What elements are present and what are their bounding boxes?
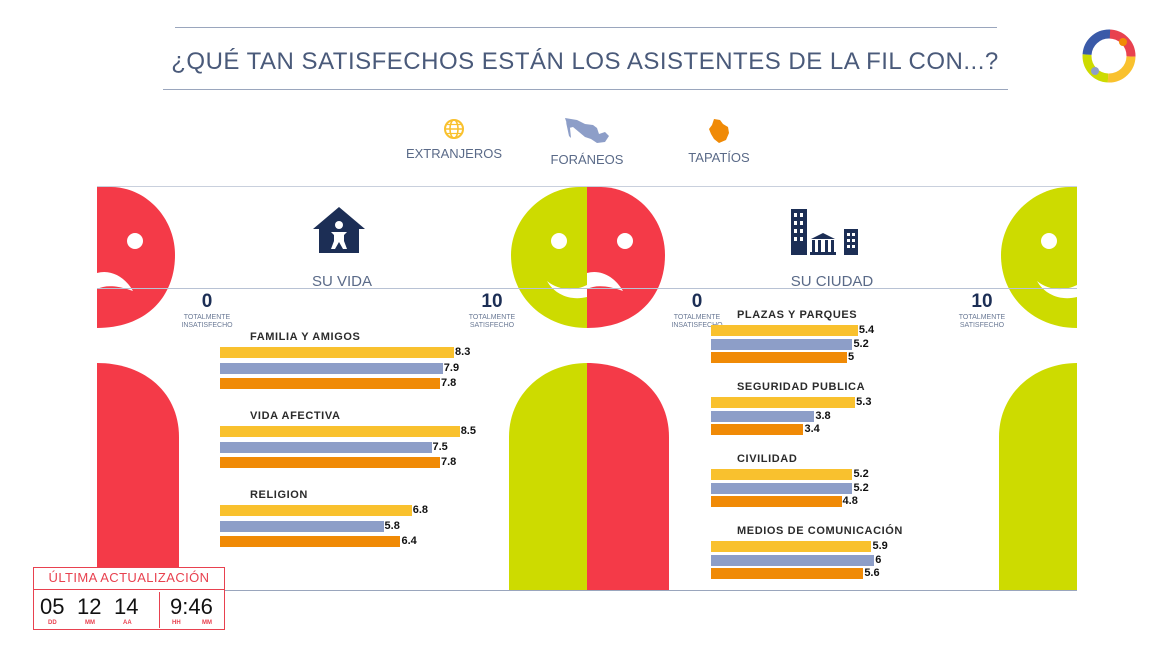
bar-value-label: 6.4	[401, 535, 417, 547]
bar-value-label: 8.3	[455, 346, 471, 358]
bar-value-label: 3.4	[804, 423, 820, 435]
bar-foráneos	[220, 441, 432, 453]
bar-value-label: 5.8	[384, 519, 400, 532]
bar-tapatíos	[711, 352, 847, 363]
category-label: MEDIOS DE COMUNICACIÓN	[737, 525, 903, 537]
bar-tapatíos	[711, 568, 864, 579]
bar-value-label: 7.9	[443, 361, 460, 374]
page-title: ¿QUÉ TAN SATISFECHOS ESTÁN LOS ASISTENTE…	[171, 48, 999, 75]
scale-min-caption: TOTALMENTE INSATISFECHO	[671, 314, 723, 329]
bar-foráneos	[220, 520, 384, 532]
panel-title: SU VIDA	[311, 273, 372, 290]
scale-max: 10	[971, 291, 993, 312]
bar-value-label: 8.5	[460, 425, 476, 437]
bar-foráneos	[220, 362, 443, 374]
last-update-title: ÚLTIMA ACTUALIZACIÓN	[48, 570, 210, 585]
panel-divider	[587, 288, 1077, 289]
legend-extranjeros: EXTRANJEROS	[399, 118, 509, 161]
bar-value-label: 5.2	[853, 468, 869, 480]
legend-label: TAPATÍOS	[688, 150, 750, 165]
last-update-box: ÚLTIMA ACTUALIZACIÓN 05 12 14 9:46 DD MM…	[33, 567, 225, 630]
update-hour-caption: HH	[172, 620, 181, 626]
bar-value-label: 5.2	[853, 337, 869, 350]
legend-label: FORÁNEOS	[550, 152, 624, 167]
panel-su-ciudad: SU CIUDAD 0 TOTALMENTE INSATISFECHO 10 TOTAL…	[587, 186, 1077, 591]
panel-divider	[97, 288, 587, 289]
scale-min-caption: TOTALMENTE INSATISFECHO	[181, 314, 233, 329]
legend-foraneos: FORÁNEOS	[532, 116, 642, 167]
update-month-caption: MM	[85, 620, 95, 626]
scale-min: 0	[201, 291, 213, 312]
update-month: 12	[77, 594, 102, 619]
bar-value-label: 5.4	[858, 324, 875, 336]
bar-tapatíos	[220, 457, 440, 468]
bar-tapatíos	[220, 536, 401, 547]
scale-max: 10	[481, 291, 503, 312]
update-divider	[159, 592, 160, 628]
jalisco-map-icon	[709, 119, 729, 143]
bar-extranjeros	[711, 325, 858, 336]
update-day-caption: DD	[48, 620, 57, 626]
bar-foráneos	[711, 482, 853, 494]
update-year: 14	[114, 594, 139, 619]
category-label: PLAZAS Y PARQUES	[737, 309, 858, 321]
category-label: RELIGION	[250, 489, 308, 501]
panel-title: SU CIUDAD	[790, 273, 874, 290]
bar-value-label: 4.8	[842, 495, 858, 507]
legend-tapatios: TAPATÍOS	[664, 118, 774, 165]
title-rule-bottom	[163, 89, 1008, 90]
bar-tapatíos	[711, 496, 842, 507]
fil-logo-icon	[1078, 25, 1140, 92]
happy-face-icon	[509, 187, 587, 590]
scale-min: 0	[691, 291, 703, 312]
bar-value-label: 5	[848, 351, 855, 363]
bar-value-label: 3.8	[815, 409, 831, 422]
bar-value-label: 6	[875, 553, 882, 566]
bar-extranjeros	[220, 426, 460, 437]
happy-face-icon	[999, 187, 1077, 590]
city-buildings-icon	[791, 209, 858, 255]
update-time: 9:46	[170, 594, 213, 619]
scale-max-caption: TOTALMENTE SATISFECHO	[958, 314, 1006, 329]
bar-tapatíos	[711, 424, 804, 435]
bar-extranjeros	[220, 347, 455, 358]
legend-label: EXTRANJEROS	[405, 146, 503, 161]
category-label: VIDA AFECTIVA	[250, 410, 341, 422]
scale-max-caption: TOTALMENTE SATISFECHO	[468, 314, 516, 329]
bar-extranjeros	[711, 541, 872, 552]
bar-value-label: 5.6	[864, 567, 880, 579]
category-label: CIVILIDAD	[737, 453, 798, 465]
bar-value-label: 5.2	[853, 481, 869, 494]
mexico-map-icon	[565, 118, 609, 143]
sad-face-icon	[97, 187, 179, 590]
bar-value-label: 7.8	[440, 456, 457, 468]
bar-value-label: 6.8	[412, 504, 429, 516]
update-year-caption: AA	[123, 620, 132, 626]
category-label: FAMILIA Y AMIGOS	[250, 331, 361, 343]
bar-extranjeros	[711, 469, 853, 480]
bar-extranjeros	[220, 505, 412, 516]
category-label: SEGURIDAD PUBLICA	[737, 381, 866, 393]
panel-su-vida: SU VIDA 0 TOTALMENTE INSATISFECHO 10 TOTALME…	[97, 186, 587, 591]
bar-value-label: 7.5	[432, 440, 448, 453]
bar-value-label: 7.8	[440, 377, 457, 389]
bar-foráneos	[711, 554, 875, 566]
bar-foráneos	[711, 338, 853, 350]
last-update-divider	[34, 589, 224, 590]
title-rule-top	[175, 27, 997, 28]
bar-value-label: 5.3	[856, 396, 872, 408]
bar-extranjeros	[711, 397, 856, 408]
update-minute-caption: MM	[202, 620, 212, 626]
bar-foráneos	[711, 410, 815, 422]
globe-icon	[444, 119, 464, 139]
house-person-icon	[313, 207, 365, 253]
chart-panels: SU VIDA 0 TOTALMENTE INSATISFECHO 10 TOTALME…	[97, 186, 1077, 591]
sad-face-icon	[587, 187, 669, 590]
bar-tapatíos	[220, 378, 440, 389]
update-day: 05	[40, 594, 65, 619]
bar-value-label: 5.9	[872, 540, 888, 552]
